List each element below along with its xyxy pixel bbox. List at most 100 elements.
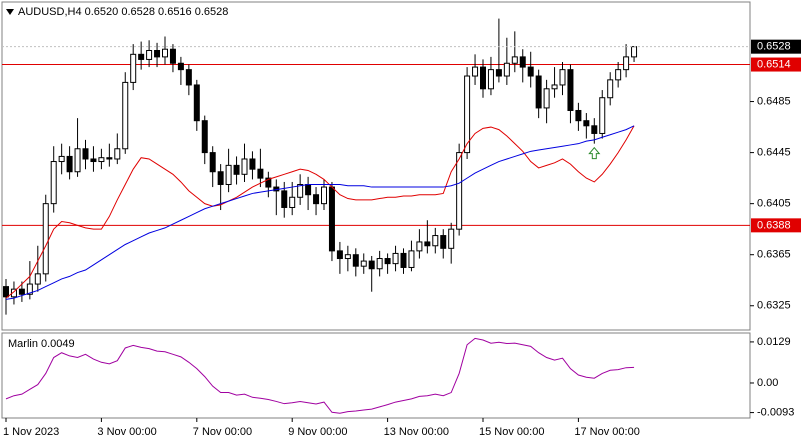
candle-body: [448, 228, 455, 249]
x-tick-label: 3 Nov 00:00: [97, 426, 156, 438]
candle-body: [336, 250, 343, 260]
candle-body: [162, 48, 168, 58]
candle-body: [106, 157, 113, 160]
candle-body: [50, 161, 57, 205]
indicator-label: Marlin 0.0049: [8, 338, 75, 350]
candle-body: [376, 258, 383, 270]
candle-body: [472, 66, 479, 77]
candle-body: [130, 53, 137, 83]
candle-body: [495, 69, 502, 77]
candle-body: [90, 158, 97, 163]
candle-body: [416, 241, 423, 252]
y-tick-label: 0.6445: [757, 147, 791, 159]
candle-body: [18, 288, 25, 295]
candle-body: [42, 203, 49, 275]
candle-body: [567, 69, 574, 111]
candle-body: [122, 81, 129, 150]
candle-body: [392, 252, 399, 265]
candle-body: [66, 155, 73, 173]
x-tick-label: 7 Nov 00:00: [193, 426, 252, 438]
indicator-tick-label: 0.00: [757, 377, 778, 389]
indicator-line: [5, 337, 635, 414]
x-tick-label: 9 Nov 00:00: [288, 426, 347, 438]
level-label: 0.6388: [757, 219, 791, 231]
candle-body: [607, 79, 614, 99]
candle-body: [321, 186, 327, 205]
candle-body: [74, 148, 81, 173]
ma-line: [5, 125, 635, 299]
candle-body: [34, 273, 41, 285]
candle-body: [551, 84, 558, 90]
candle-body: [3, 286, 9, 298]
candle-body: [352, 254, 359, 267]
candle-body: [305, 184, 312, 196]
candle-body: [201, 120, 208, 154]
price-label-box: [751, 39, 801, 54]
candle-body: [432, 235, 439, 247]
candle-body: [26, 283, 33, 295]
candle-body: [368, 260, 375, 270]
y-tick-label: 0.6325: [757, 300, 791, 312]
candle-body: [615, 69, 622, 81]
indicator-tick-label: -0.0093: [757, 406, 794, 418]
x-tick-label: 1 Nov 2023: [3, 426, 59, 438]
candle-body: [233, 164, 240, 175]
candle-body: [583, 120, 590, 127]
candle-body: [154, 49, 161, 58]
candle-body: [138, 53, 145, 60]
candle-body: [10, 288, 17, 298]
candle-body: [527, 66, 534, 77]
candle-body: [265, 177, 272, 188]
candle-body: [631, 46, 638, 58]
level-label-box: [751, 218, 801, 233]
candle-body: [511, 56, 518, 64]
level-label: 0.6514: [757, 58, 791, 70]
main-panel: [1, 1, 751, 331]
candle-body: [98, 157, 105, 163]
candle-body: [217, 171, 224, 186]
candle-body: [257, 168, 264, 179]
candle-body: [535, 75, 542, 109]
chart-header: AUDUSD,H4 0.6520 0.6528 0.6516 0.6528: [18, 6, 228, 18]
candle-body: [623, 56, 630, 71]
candle-body: [58, 155, 65, 163]
level-label-box: [751, 57, 801, 72]
candle-body: [591, 125, 598, 134]
candle-body: [225, 164, 232, 186]
candle-body: [599, 97, 606, 134]
candle-body: [193, 84, 200, 122]
candle-body: [297, 184, 304, 198]
candle-body: [487, 69, 494, 90]
candle-body: [519, 56, 526, 68]
candle-body: [543, 88, 550, 109]
candle-body: [360, 260, 367, 267]
y-tick-label: 0.6485: [757, 95, 791, 107]
x-tick-label: 15 Nov 00:00: [479, 426, 544, 438]
candle-body: [503, 62, 510, 77]
indicator-panel: [1, 332, 751, 419]
x-tick-label: 17 Nov 00:00: [574, 426, 639, 438]
candle-body: [400, 252, 407, 268]
menu-triangle[interactable]: [6, 9, 14, 15]
indicator-tick-label: 0.0129: [757, 336, 791, 348]
candle-body: [114, 148, 121, 160]
candle-body: [241, 158, 248, 175]
candle-body: [328, 186, 335, 252]
candle-body: [289, 196, 296, 208]
candle-body: [344, 254, 351, 260]
candle-body: [408, 250, 415, 268]
candle-body: [559, 69, 566, 86]
x-tick-label: 13 Nov 00:00: [384, 426, 449, 438]
candle-body: [82, 148, 89, 160]
ma-line: [5, 125, 635, 300]
candle-body: [456, 152, 463, 230]
y-tick-label: 0.6405: [757, 198, 791, 210]
candle-body: [464, 75, 471, 154]
candle-body: [384, 258, 391, 265]
candle-body: [440, 235, 447, 249]
candle-body: [424, 241, 431, 247]
candle-body: [209, 152, 216, 173]
candle-body: [146, 49, 153, 60]
candle-body: [480, 66, 486, 90]
